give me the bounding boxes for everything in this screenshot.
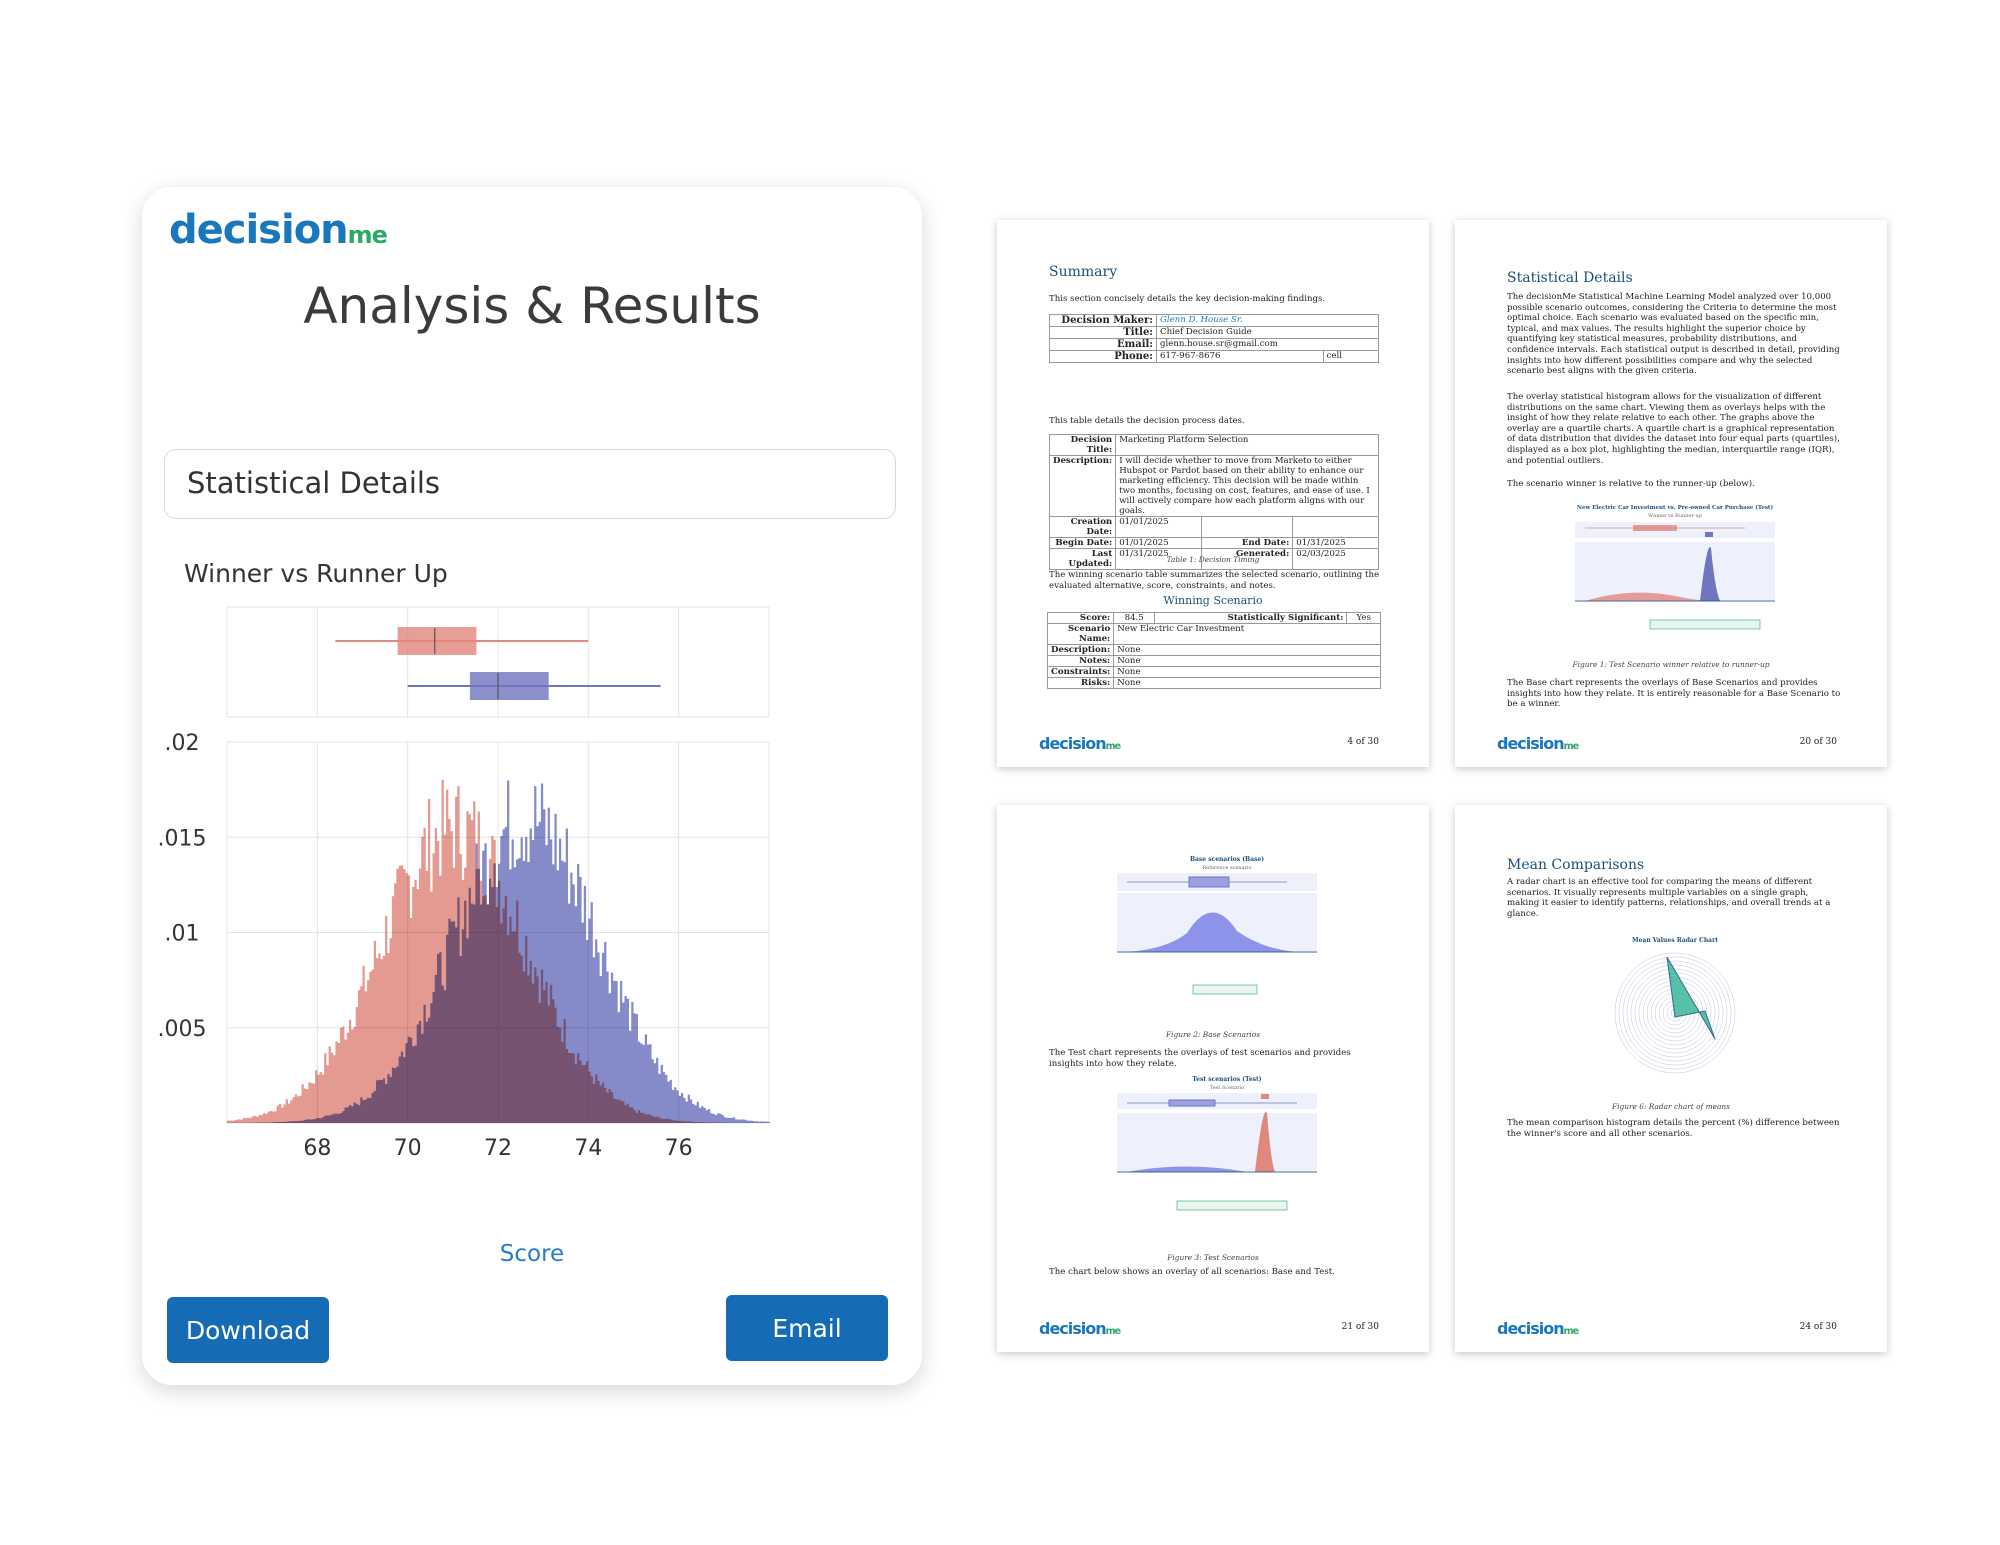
radar-ring [1618,956,1732,1070]
x-axis-label: Score [500,1241,564,1267]
report-page-mean-comparisons: Mean Comparisons A radar chart is an eff… [1455,805,1887,1352]
section-title: Statistical Details [187,466,441,500]
decisionme-logo: decisionme [169,207,388,253]
y-tick-label: .01 [165,922,200,947]
base-scenarios-chart: Base scenarios (Base) Reference scenario [1117,856,1317,995]
means-heading: Mean Comparisons [1507,857,1645,873]
box-1 [397,627,477,655]
test-scenarios-chart: Test scenarios (Test) Test Scenario [1117,1076,1317,1211]
section-header[interactable]: Statistical Details [164,449,896,519]
svg-text:Test Scenario: Test Scenario [1210,1085,1244,1091]
footer-logo: decisionme [1497,734,1579,753]
box-2 [469,672,549,700]
x-tick-label: 68 [303,1136,331,1161]
winning-scenario-heading: Winning Scenario [1163,594,1263,607]
histogram-series-2 [227,780,772,1123]
winner-vs-runner-up-mini-chart: New Electric Car Investment vs. Pre-owne… [1575,504,1775,630]
stats-heading: Statistical Details [1507,270,1633,286]
winning-scenario-table: Score: 84.5 Statistically Significant: Yes … [1046,612,1381,689]
svg-text:Mean Values Radar Chart: Mean Values Radar Chart [1632,937,1718,944]
y-tick-label: .02 [165,731,200,756]
report-page-summary: Summary This section concisely details t… [997,220,1429,767]
svg-text:Test scenarios (Test): Test scenarios (Test) [1192,1076,1261,1083]
analysis-card: decisionme Analysis & Results Statistica… [142,187,922,1385]
download-button[interactable]: Download [167,1297,329,1363]
decision-maker-table: Decision Maker: Glenn D. House Sr. Title:… [1049,314,1380,363]
report-page-scenarios: Base scenarios (Base) Reference scenario… [997,805,1429,1352]
page-number: 20 of 30 [1799,737,1837,747]
x-tick-label: 72 [484,1136,512,1161]
radar-ring [1630,968,1720,1058]
report-page-statistical-details: Statistical Details The decisionMe Stati… [1455,220,1887,767]
email-button[interactable]: Email [726,1295,888,1361]
decision-dates-table: Decision Title: Marketing Platform Select… [1048,434,1379,570]
summary-intro: This section concisely details the key d… [1049,294,1326,304]
svg-text:Base scenarios (Base): Base scenarios (Base) [1190,856,1264,863]
radar-ring [1614,952,1736,1074]
x-tick-label: 76 [665,1136,693,1161]
chart-heading: Winner vs Runner Up [184,559,448,588]
mean-values-radar-chart: Mean Values Radar Chart [1614,937,1736,1074]
footer-logo: decisionme [1039,1319,1121,1338]
svg-text:Reference scenario: Reference scenario [1203,865,1252,871]
svg-text:Winner vs Runner-up: Winner vs Runner-up [1648,513,1702,519]
y-tick-label: .005 [158,1017,207,1042]
y-tick-label: .015 [158,826,207,851]
radar-ring [1622,960,1728,1066]
page-number: 21 of 30 [1341,1322,1379,1332]
radar-ring [1626,964,1724,1062]
winner-vs-runner-up-chart: 68 70 72 74 76 .005 .01 .015 .02 Score [158,606,772,1267]
footer-logo: decisionme [1497,1319,1579,1338]
page-number: 24 of 30 [1799,1322,1837,1332]
page-title: Analysis & Results [303,277,761,335]
summary-heading: Summary [1049,264,1118,280]
svg-text:New Electric Car Investment vs: New Electric Car Investment vs. Pre-owne… [1577,504,1774,511]
footer-logo: decisionme [1039,734,1121,753]
x-tick-label: 70 [394,1136,422,1161]
x-tick-label: 74 [574,1136,602,1161]
page-number: 4 of 30 [1347,737,1379,747]
